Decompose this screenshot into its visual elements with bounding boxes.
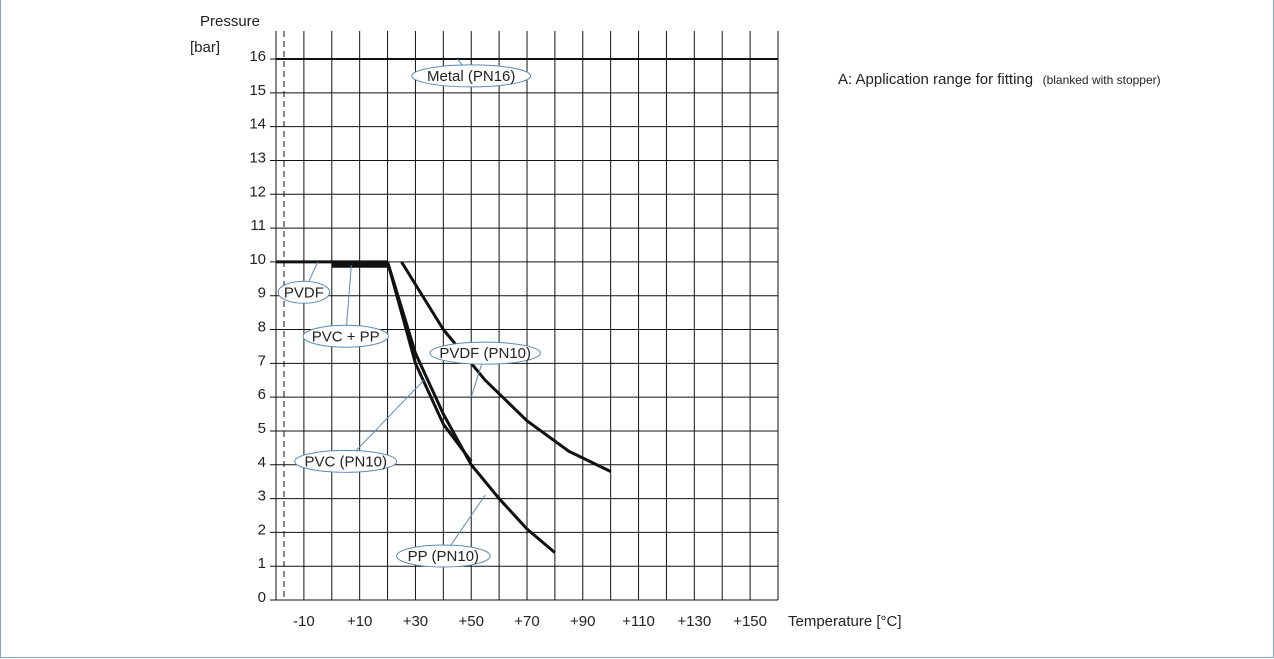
callout-bubble-pvc-pn10: [294, 449, 398, 473]
x-tick-label: +50: [458, 613, 483, 630]
y-tick-label: 11: [250, 217, 266, 234]
x-tick-label: +110: [622, 613, 655, 630]
callout-bubble-metal-pn16: [411, 64, 532, 88]
callout-label-pvdf: PVDF: [284, 284, 324, 301]
y-tick-label: 8: [258, 319, 266, 336]
note-text: A: Application range for fitting (blanke…: [838, 71, 1161, 88]
callout-bubble-pvdf: [277, 280, 331, 304]
y-tick-label: 1: [258, 555, 266, 572]
x-tick-label: +10: [347, 613, 372, 630]
y-axis-title-line1: Pressure: [200, 13, 260, 30]
y-tick-label: 9: [258, 285, 266, 302]
y-tick-label: 0: [258, 589, 266, 606]
y-axis-title-line2: [bar]: [190, 39, 220, 56]
y-tick-label: 13: [249, 149, 266, 166]
y-tick-label: 4: [258, 454, 266, 471]
callout-bubble-pvc-pp: [302, 324, 389, 348]
callouts: Metal (PN16) PVDF PVC + PP PVDF (PN10) PVC (…: [277, 58, 541, 568]
callout-label-pvdf-pn10: PVDF (PN10): [439, 345, 531, 362]
y-tick-label: 6: [258, 386, 266, 403]
y-tick-label: 14: [249, 116, 266, 133]
x-tick-label: +130: [677, 613, 711, 630]
x-axis-title: Temperature [°C]: [788, 613, 902, 630]
legend-note: A: Application range for fitting (blanke…: [838, 71, 1161, 88]
note-main: A: Application range for fitting: [838, 71, 1033, 88]
callout-leader-pvc-pp: [345, 265, 352, 337]
callout-bubble-pp-pn10: [396, 544, 491, 568]
note-small: (blanked with stopper): [1043, 73, 1161, 87]
callout-label-pp-pn10: PP (PN10): [408, 548, 479, 565]
callout-label-pvc-pn10: PVC (PN10): [304, 453, 387, 470]
y-tick-label: 2: [258, 521, 266, 538]
callout-label-metal-pn16: Metal (PN16): [427, 68, 515, 85]
callout-bubble-pvdf-pn10: [429, 341, 541, 365]
y-tick-label: 12: [249, 183, 266, 200]
y-tick-label: 16: [249, 48, 266, 65]
y-tick-label: 15: [249, 82, 266, 99]
x-tick-label: +70: [514, 613, 539, 630]
y-tick-label: 10: [249, 251, 266, 268]
y-tick-label: 7: [258, 352, 266, 369]
x-tick-label: +90: [570, 613, 595, 630]
series-group: [276, 58, 778, 554]
x-tick-label: +150: [733, 613, 767, 630]
callout-label-pvc-pp: PVC + PP: [312, 328, 380, 345]
callout-leader-pvc-pn10: [345, 379, 425, 462]
series-line-pp-pn10: [386, 261, 556, 554]
y-tick-label: 3: [258, 488, 266, 505]
x-tick-label: -10: [293, 613, 315, 630]
y-tick-label: 5: [258, 420, 266, 437]
axis-labels: Pressure [bar] Temperature [°C]: [190, 13, 902, 630]
x-tick-label: +30: [403, 613, 428, 630]
series-line-pvdf-pn10: [400, 261, 612, 473]
